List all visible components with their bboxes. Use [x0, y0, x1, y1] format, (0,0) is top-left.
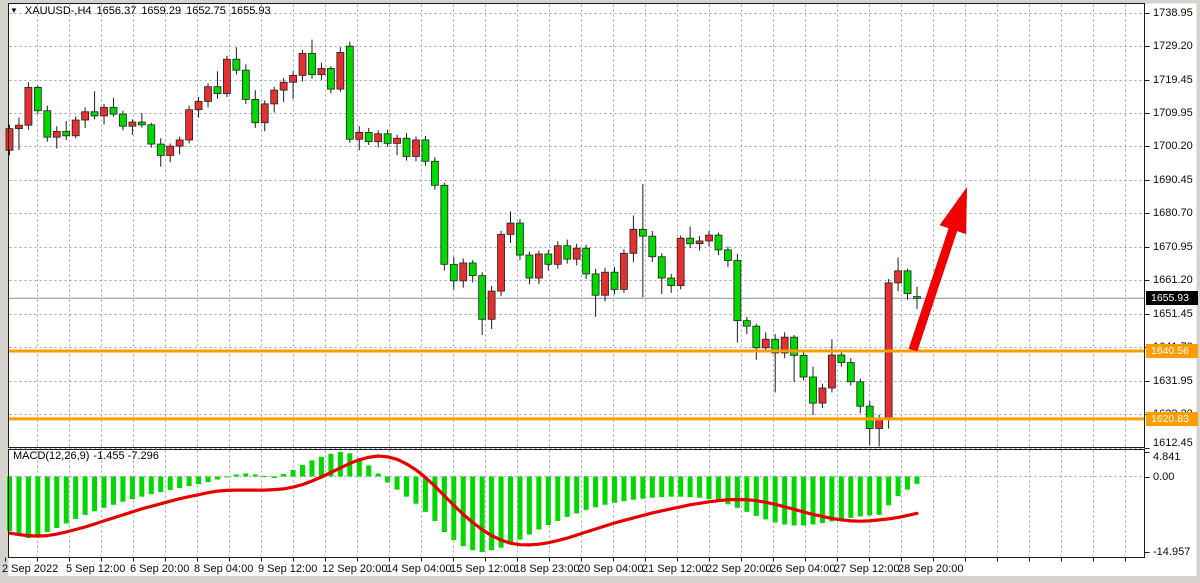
- macd-indicator-label: MACD(12,26,9) -1.455 -7.296: [13, 450, 163, 462]
- symbol-dropdown-icon: ▼: [10, 6, 18, 15]
- macd-values: -1.455 -7.296: [93, 450, 159, 462]
- level-price-tag-upper: 1640.56: [1146, 344, 1198, 358]
- open-value: 1656.37: [96, 5, 137, 17]
- trend-arrow-annotation[interactable]: [908, 187, 967, 352]
- macd-signal-line: [7, 454, 919, 547]
- macd-name: MACD(12,26,9): [13, 450, 90, 462]
- symbol-timeframe-label: XAUUSD-,H4: [24, 5, 92, 17]
- close-value: 1655.93: [230, 5, 271, 17]
- level-price-tag-lower: 1620.83: [1146, 412, 1198, 426]
- high-value: 1659.29: [141, 5, 182, 17]
- current-price-tag: 1655.93: [1146, 291, 1198, 305]
- symbol-ohlc-readout: ▼ XAUUSD-,H4 1656.37 1659.29 1652.75 1655.93: [10, 5, 276, 17]
- low-value: 1652.75: [186, 5, 226, 17]
